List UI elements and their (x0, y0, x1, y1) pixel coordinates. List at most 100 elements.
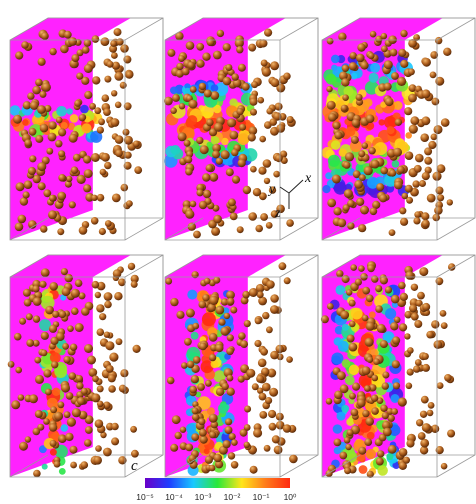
concentration-blob (345, 126, 356, 137)
concentration-blob (325, 172, 333, 180)
particle (120, 183, 129, 192)
particle (71, 307, 79, 316)
particle (220, 150, 230, 160)
particle (386, 407, 394, 415)
particle (375, 35, 383, 43)
particle (40, 225, 48, 233)
particle (91, 35, 100, 43)
particle (115, 149, 123, 158)
particle (191, 407, 199, 415)
particle (92, 375, 99, 383)
particle (424, 166, 432, 174)
particle (206, 38, 215, 47)
particle (7, 360, 15, 368)
particle (358, 265, 365, 272)
particle (80, 387, 88, 395)
particle (15, 51, 24, 60)
particle (193, 230, 201, 239)
particle (253, 428, 263, 438)
particle (227, 118, 237, 128)
particle (87, 355, 96, 365)
particle (125, 200, 133, 208)
particle (83, 184, 92, 193)
particle (61, 383, 70, 393)
particle (376, 397, 384, 405)
particle (444, 374, 452, 382)
particle (348, 342, 358, 352)
particle (196, 189, 204, 197)
particle (134, 166, 143, 175)
particle (250, 165, 257, 173)
particle (286, 356, 293, 363)
colorbar-bar (145, 478, 290, 488)
particle (45, 305, 54, 315)
concentration-blob (69, 114, 79, 123)
particle (84, 439, 92, 447)
concentration-blob (368, 311, 376, 319)
particle (228, 433, 236, 441)
particle (75, 375, 83, 383)
particle (175, 31, 184, 41)
box-front-edges (321, 17, 476, 241)
concentration-blob (335, 285, 346, 295)
particle (213, 122, 223, 132)
particle (244, 405, 252, 413)
particle (189, 86, 197, 93)
particle (24, 139, 32, 147)
concentration-blob (200, 360, 214, 374)
particle (327, 198, 337, 208)
concentration-blob (200, 105, 214, 119)
particle (380, 404, 388, 412)
particle (421, 219, 430, 228)
concentration-blob (337, 340, 349, 352)
particle (276, 123, 286, 133)
particle (339, 384, 349, 394)
particle (275, 154, 283, 163)
particle (114, 101, 122, 109)
particle (339, 71, 348, 81)
concentration-blob (386, 453, 394, 461)
particle (248, 212, 257, 221)
particle (170, 107, 177, 114)
particle (334, 390, 343, 400)
particle (177, 132, 187, 142)
particle (358, 150, 366, 158)
colorbar-ticks: 10⁻⁵ 10⁻⁴ 10⁻³ 10⁻² 10⁻¹ 10⁰ (136, 492, 297, 502)
concentration-blob (190, 331, 199, 340)
particle (246, 368, 256, 378)
particle (65, 392, 74, 400)
particle (421, 116, 431, 126)
particle (118, 456, 127, 465)
particle (104, 161, 112, 170)
particle (431, 320, 440, 329)
particle (408, 68, 415, 76)
particle (202, 189, 212, 199)
concentration-blob (350, 307, 363, 320)
concentration-blob (60, 122, 68, 129)
particle (371, 407, 379, 415)
particle (435, 277, 444, 286)
y-axis-label: y (267, 182, 276, 197)
particle (357, 43, 366, 52)
particle (209, 431, 217, 439)
particle (17, 214, 27, 224)
particle (212, 50, 222, 60)
concentration-blob (330, 140, 341, 150)
particle (125, 70, 134, 79)
particle (262, 311, 270, 320)
particle (289, 454, 298, 464)
concentration-blob (237, 133, 250, 146)
particle (283, 72, 291, 80)
particle (43, 418, 50, 425)
particle (401, 192, 409, 200)
particle (189, 385, 197, 394)
concentration-blob (344, 375, 355, 386)
particle (391, 72, 399, 80)
particle (66, 417, 76, 427)
particle (45, 388, 52, 396)
particle (213, 214, 222, 224)
particle (63, 30, 72, 39)
particle (392, 382, 401, 390)
particle (78, 292, 86, 300)
particle (111, 437, 120, 446)
